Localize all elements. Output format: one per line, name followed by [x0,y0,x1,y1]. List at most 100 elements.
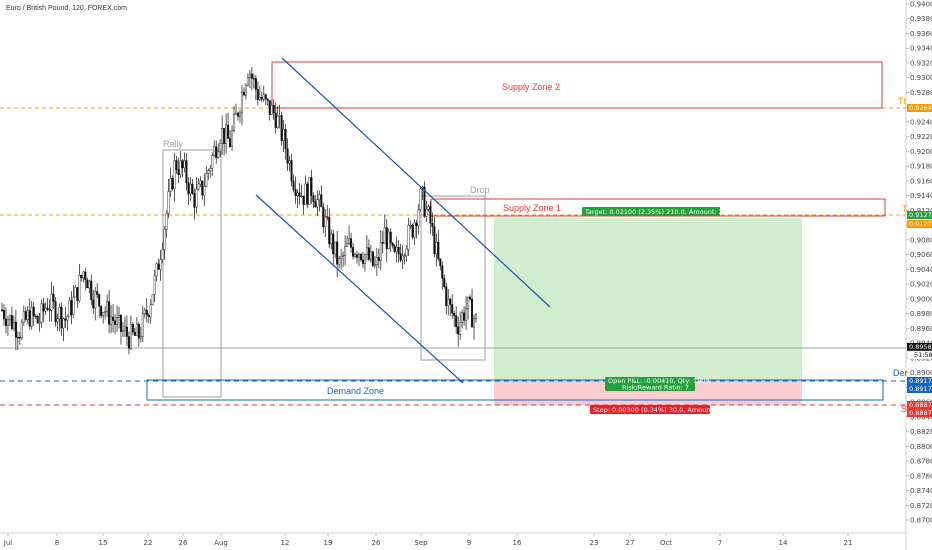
candle-body [328,217,331,245]
candle-body [457,326,460,335]
candle-body [379,242,382,261]
x-tick-label: 23 [590,539,599,547]
candle-body [397,247,400,254]
x-tick-label: 15 [99,539,108,547]
candle-body [88,280,91,289]
y-tick-label: 0.89000 [910,369,932,377]
candle-body [361,259,364,264]
risk-reward-tag: Risk/Reward Ratio: 7 [622,384,689,392]
y-tick-label: 0.90400 [910,266,932,274]
candle-body [197,183,200,190]
candle-body [14,321,17,338]
candle-body [286,148,289,164]
candle-body [203,186,206,196]
candle-body [195,189,198,208]
x-axis[interactable]: Jul 8 15 22 26 Aug 12 19 26 Sep 9 16 23 27 Oct 7 14 21 [3,533,853,547]
candle-body [310,177,313,196]
tag-supply2: 0.92646 [909,104,932,112]
tag-current-bg [907,343,932,351]
candle-body [367,247,370,260]
channel-lower-line[interactable] [255,194,464,384]
x-tick-label: 14 [779,539,788,547]
candle-body [391,242,394,247]
target-tag: Target: 0.02100 (2.35%) 210.0, Amount: 2… [584,208,741,216]
candle-body [62,318,65,329]
candle-body [30,306,33,327]
candle-body [227,124,230,139]
candle-body [118,314,121,318]
x-tick-label: 26 [179,539,188,547]
candle-body [177,169,180,175]
candle-body [179,160,182,175]
candle-body [52,293,55,302]
candle-body [463,312,466,321]
candle-body [473,318,476,328]
channel-upper-line[interactable] [281,57,551,308]
candle-body [12,321,15,329]
candle-body [465,308,468,321]
candle-body [284,128,287,150]
y-tick-label: 0.90800 [910,236,932,244]
demand-zone-box[interactable] [146,379,884,401]
candle-body [443,278,446,287]
candle-body [324,216,327,228]
y-tick-label: 0.92400 [910,118,932,126]
candle-body [116,317,119,325]
candle-body [151,294,154,305]
candle-body [433,226,436,254]
y-tick-label: 0.91600 [910,177,932,185]
tag-entry-bg [907,377,932,385]
candle-body [280,115,283,141]
candle-body [318,194,321,200]
candle-body [147,314,150,318]
candle-body [141,313,144,337]
candle-body [272,104,275,114]
candle-body [56,318,59,323]
candle-body [40,303,43,323]
y-tick-label: 0.91200 [910,207,932,215]
pnl-tag: Open P&L: -0.00410, Qty: 1000 [608,377,710,385]
candle-body [403,255,406,257]
candle-body [441,265,444,279]
candle-body [415,222,418,227]
candle-body [8,315,11,320]
candle-body [437,242,440,259]
y-tick-label: 0.92000 [910,148,932,156]
candle-body [48,309,51,311]
candle-body [252,78,255,80]
drop-box[interactable] [420,195,486,361]
candle-body [213,146,216,156]
y-tick-label: 0.87800 [910,458,932,466]
candle-body [221,127,224,144]
candle-body [274,112,277,128]
candle-body [365,247,368,255]
candle-body [108,301,111,325]
candle-body [336,241,339,265]
tag-target2-bg [907,220,932,228]
x-tick-label: 16 [513,539,522,547]
candle-body [193,193,196,208]
candle-body [223,127,226,144]
candle-body [306,183,309,205]
candle-body [262,94,265,100]
candle-body [439,258,442,267]
candle-body [163,229,166,251]
candle-body [187,182,190,195]
candle-body [219,143,222,152]
candle-body [225,124,228,144]
rally-box[interactable] [162,149,222,398]
candle-body [185,160,188,183]
y-tick-label: 0.87400 [910,487,932,495]
candle-body [389,231,392,244]
candle-body [270,104,273,115]
candle-body [475,314,478,319]
supply-zone-2-box[interactable] [271,61,883,109]
candle-body [340,256,343,259]
candle-body [161,249,164,260]
candle-body [451,304,454,314]
y-tick-label: 0.87200 [910,502,932,510]
candle-body [276,115,279,128]
candle-body [6,319,9,326]
candle-body [191,183,194,194]
